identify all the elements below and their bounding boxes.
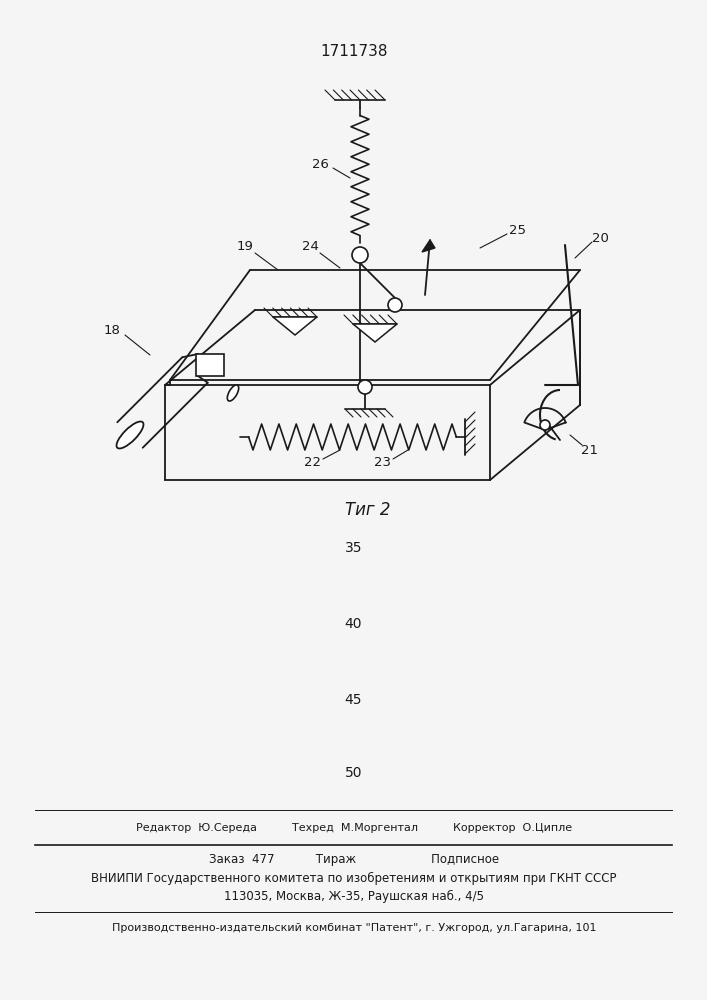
Text: Τиг 2: Τиг 2 bbox=[345, 501, 391, 519]
Text: 23: 23 bbox=[375, 456, 392, 470]
Circle shape bbox=[358, 380, 372, 394]
Ellipse shape bbox=[228, 385, 239, 401]
Text: Редактор  Ю.Середа          Техред  М.Моргентал          Корректор  О.Ципле: Редактор Ю.Середа Техред М.Моргентал Кор… bbox=[136, 823, 572, 833]
Polygon shape bbox=[422, 240, 435, 252]
Text: Производственно-издательский комбинат "Патент", г. Ужгород, ул.Гагарина, 101: Производственно-издательский комбинат "П… bbox=[112, 923, 596, 933]
Text: ВНИИПИ Государственного комитета по изобретениям и открытиям при ГКНТ СССР: ВНИИПИ Государственного комитета по изоб… bbox=[91, 871, 617, 885]
Text: 18: 18 bbox=[103, 324, 120, 336]
Text: 21: 21 bbox=[581, 444, 599, 456]
Text: 35: 35 bbox=[345, 541, 362, 555]
Text: Заказ  477           Тираж                    Подписное: Заказ 477 Тираж Подписное bbox=[209, 854, 499, 866]
Text: 25: 25 bbox=[510, 224, 527, 236]
Polygon shape bbox=[273, 317, 317, 335]
Circle shape bbox=[352, 247, 368, 263]
Bar bbox=[196, 354, 224, 376]
Ellipse shape bbox=[117, 422, 144, 448]
Text: 26: 26 bbox=[312, 158, 329, 172]
Text: 22: 22 bbox=[305, 456, 322, 470]
Circle shape bbox=[388, 298, 402, 312]
Text: 24: 24 bbox=[302, 240, 318, 253]
Text: 50: 50 bbox=[345, 766, 362, 780]
Text: 113035, Москва, Ж-35, Раушская наб., 4/5: 113035, Москва, Ж-35, Раушская наб., 4/5 bbox=[224, 889, 484, 903]
Text: 19: 19 bbox=[237, 240, 253, 253]
Text: 20: 20 bbox=[592, 232, 609, 244]
Text: 45: 45 bbox=[345, 693, 362, 707]
Text: 1711738: 1711738 bbox=[320, 44, 387, 60]
Circle shape bbox=[540, 420, 550, 430]
Polygon shape bbox=[353, 324, 397, 342]
Text: 40: 40 bbox=[345, 617, 362, 631]
